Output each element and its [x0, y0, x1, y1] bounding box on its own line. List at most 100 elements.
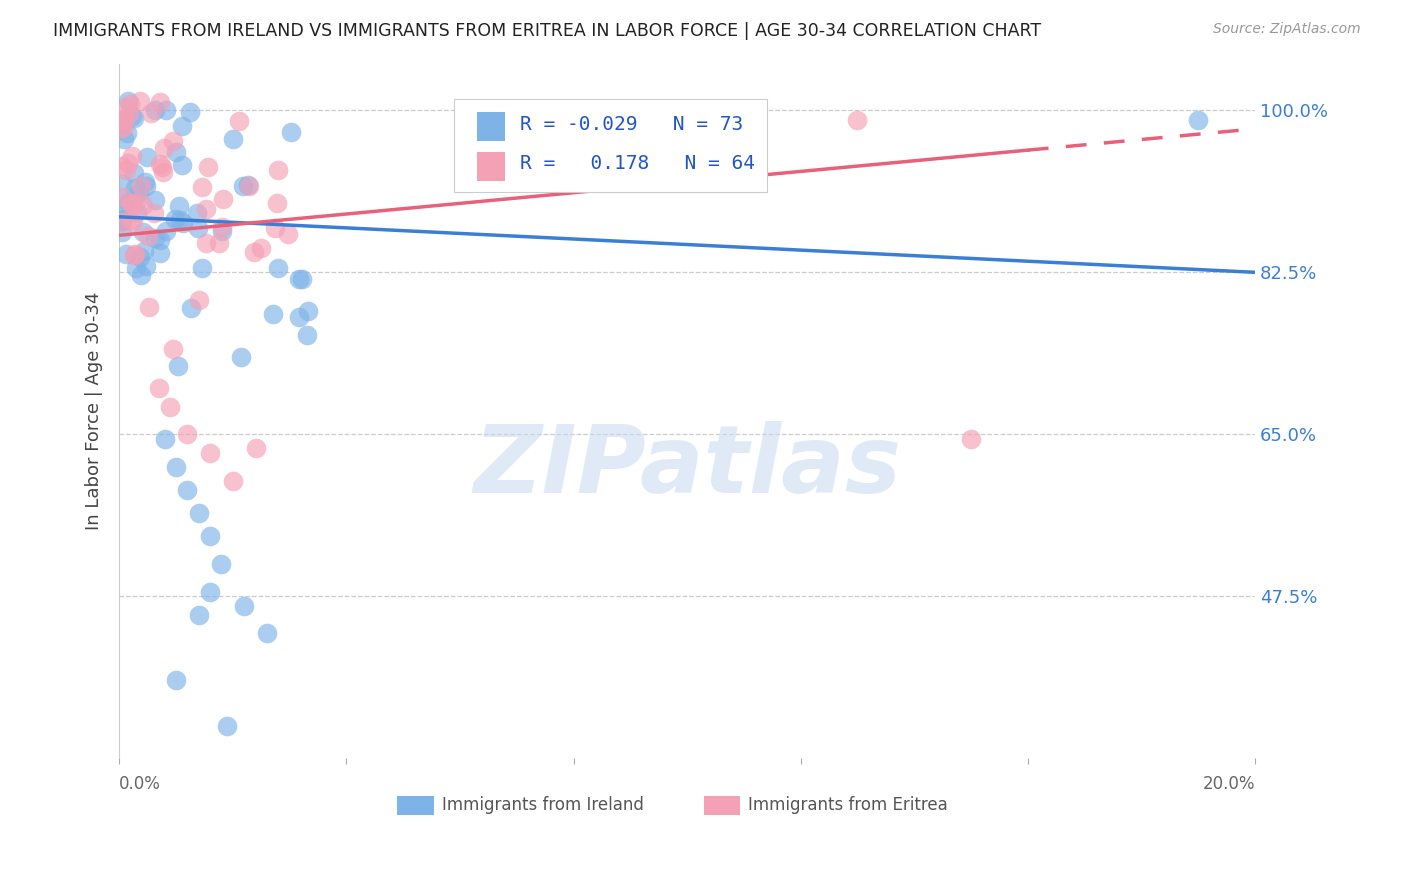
Point [288, 310, 311, 324]
Point [194, 235, 217, 250]
Point [238, 179, 260, 194]
Point [122, 111, 145, 125]
Text: R = -0.029   N = 73: R = -0.029 N = 73 [520, 114, 744, 134]
Point [111, 159, 134, 173]
Point [136, 229, 159, 244]
FancyBboxPatch shape [454, 99, 766, 193]
Point [114, 112, 136, 127]
Point [266, 195, 288, 210]
Point [118, 97, 141, 112]
Point [250, 241, 273, 255]
Point [153, 432, 176, 446]
Point [152, 160, 174, 174]
Text: IMMIGRANTS FROM IRELAND VS IMMIGRANTS FROM ERITREA IN LABOR FORCE | AGE 30-34 CO: IMMIGRANTS FROM IRELAND VS IMMIGRANTS FR… [53, 22, 1042, 40]
Point [143, 206, 166, 220]
Point [127, 205, 149, 219]
Point [236, 178, 259, 192]
Point [121, 148, 143, 162]
Point [131, 225, 153, 239]
Point [148, 157, 170, 171]
Point [153, 141, 176, 155]
Point [243, 245, 266, 260]
Point [132, 198, 155, 212]
Point [155, 224, 177, 238]
Point [135, 150, 157, 164]
Point [232, 179, 254, 194]
Point [111, 120, 134, 134]
FancyBboxPatch shape [477, 152, 505, 181]
Point [172, 215, 194, 229]
Point [111, 215, 134, 229]
Point [291, 271, 314, 285]
Point [211, 192, 233, 206]
Point [129, 178, 152, 193]
Point [120, 195, 142, 210]
Point [128, 250, 150, 264]
Point [179, 104, 201, 119]
Point [169, 213, 191, 227]
Point [187, 293, 209, 307]
Point [124, 246, 146, 260]
Point [135, 179, 157, 194]
Point [165, 145, 187, 160]
Point [197, 161, 219, 175]
Point [295, 328, 318, 343]
Point [163, 212, 186, 227]
Point [166, 359, 188, 374]
Text: 20.0%: 20.0% [1202, 775, 1256, 794]
Point [162, 343, 184, 357]
Point [170, 119, 193, 133]
FancyBboxPatch shape [477, 112, 505, 141]
Y-axis label: In Labor Force | Age 30-34: In Labor Force | Age 30-34 [86, 292, 103, 531]
Point [198, 584, 221, 599]
Text: 0.0%: 0.0% [120, 775, 162, 794]
Point [124, 248, 146, 262]
Point [187, 607, 209, 622]
Point [141, 106, 163, 120]
Point [264, 220, 287, 235]
Point [143, 194, 166, 208]
Point [172, 158, 194, 172]
Point [124, 181, 146, 195]
Point [960, 432, 983, 446]
Text: Immigrants from Eritrea: Immigrants from Eritrea [748, 797, 948, 814]
Point [143, 103, 166, 118]
Point [222, 474, 245, 488]
Point [117, 196, 139, 211]
Point [128, 186, 150, 200]
Point [162, 134, 184, 148]
Point [198, 446, 221, 460]
Point [155, 103, 177, 117]
Point [256, 626, 278, 640]
Point [138, 301, 160, 315]
Point [111, 113, 134, 128]
Point [233, 599, 256, 613]
Point [121, 197, 143, 211]
Point [195, 202, 218, 217]
Point [128, 95, 150, 109]
Point [125, 195, 148, 210]
Point [211, 219, 233, 234]
Point [267, 163, 290, 178]
Point [111, 190, 134, 204]
Point [190, 261, 212, 276]
Point [124, 190, 146, 204]
Point [165, 673, 187, 687]
Point [186, 206, 208, 220]
FancyBboxPatch shape [704, 796, 741, 815]
Point [121, 109, 143, 123]
Point [208, 235, 231, 250]
Point [111, 211, 134, 226]
Point [280, 125, 302, 139]
Point [1187, 112, 1209, 127]
Point [115, 247, 138, 261]
Point [288, 272, 311, 286]
Point [111, 213, 134, 227]
Point [277, 227, 299, 242]
Point [115, 163, 138, 178]
Point [245, 441, 267, 455]
Point [118, 106, 141, 120]
Point [117, 95, 139, 109]
Text: Source: ZipAtlas.com: Source: ZipAtlas.com [1213, 22, 1361, 37]
Point [229, 351, 252, 365]
